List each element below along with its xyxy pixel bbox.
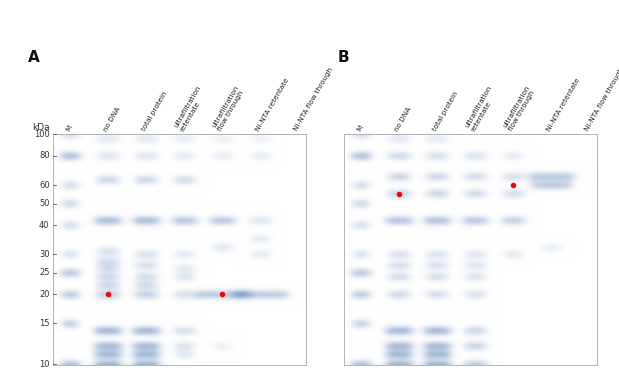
Text: kDa: kDa [32,124,50,132]
Text: ultrafiltration
retentate: ultrafiltration retentate [464,85,499,132]
Text: ultrafiltration
flow through: ultrafiltration flow through [502,85,537,132]
Text: M: M [64,124,73,132]
Text: 50: 50 [39,199,50,208]
Text: A: A [28,50,40,65]
Text: B: B [337,50,349,65]
Text: 30: 30 [39,250,50,259]
Text: Ni-NTA retentate: Ni-NTA retentate [546,77,581,132]
Text: 15: 15 [39,319,50,328]
Text: 25: 25 [39,268,50,277]
Text: 80: 80 [39,151,50,161]
Text: 10: 10 [39,359,50,369]
Text: 60: 60 [39,180,50,190]
Text: no DNA: no DNA [394,106,412,132]
Text: Ni-NTA flow through: Ni-NTA flow through [584,67,619,132]
Text: 40: 40 [39,220,50,230]
Text: ultrafiltration
retentate: ultrafiltration retentate [173,85,208,132]
Text: total protein: total protein [141,91,168,132]
Text: no DNA: no DNA [103,106,121,132]
Text: M: M [355,124,364,132]
Text: Ni-NTA flow through: Ni-NTA flow through [293,67,334,132]
Text: 100: 100 [34,130,50,139]
Text: Ni-NTA retentate: Ni-NTA retentate [255,77,290,132]
Text: total protein: total protein [431,91,459,132]
Text: ultrafiltration
flow through: ultrafiltration flow through [211,85,246,132]
Text: 20: 20 [39,290,50,299]
